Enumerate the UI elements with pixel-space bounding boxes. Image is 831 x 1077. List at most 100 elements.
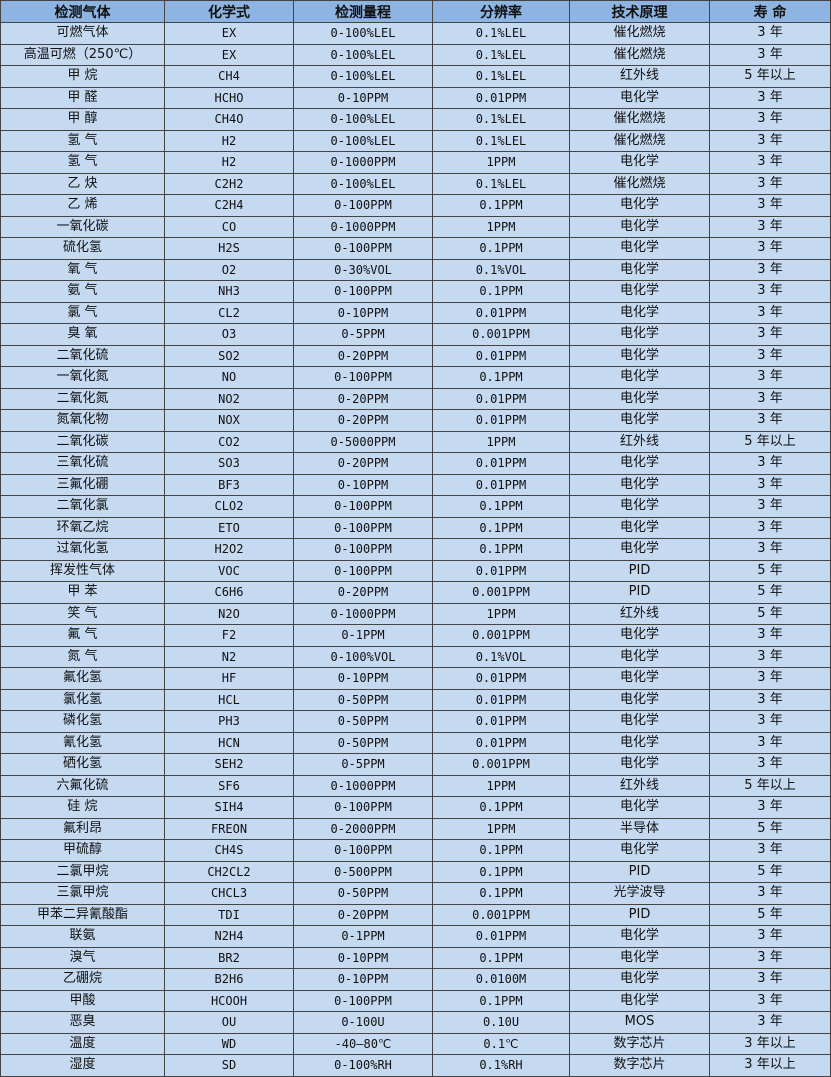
cell-resolution: 1PPM: [432, 215, 570, 238]
cell-resolution: 0.1PPM: [432, 280, 570, 303]
cell-principle: 电化学: [569, 452, 710, 475]
cell-formula: CO2: [164, 430, 294, 453]
cell-range: 0-1000PPM: [293, 151, 433, 174]
table-row: 甲 醇 CH4O 0-100%LEL 0.1%LEL 催化燃烧 3 年: [0, 108, 831, 131]
cell-formula: H2S: [164, 237, 294, 260]
cell-lifespan: 3 年: [709, 946, 831, 969]
cell-gas: 二氧化氯: [0, 495, 165, 518]
cell-resolution: 0.1℃: [432, 1032, 570, 1055]
cell-principle: PID: [569, 559, 710, 582]
table-row: 氢 气 H2 0-100%LEL 0.1%LEL 催化燃烧 3 年: [0, 129, 831, 152]
cell-gas: 氮氧化物: [0, 409, 165, 432]
cell-range: 0-100PPM: [293, 559, 433, 582]
cell-lifespan: 3 年以上: [709, 1054, 831, 1077]
cell-range: 0-500PPM: [293, 860, 433, 883]
cell-gas: 溴气: [0, 946, 165, 969]
cell-formula: O3: [164, 323, 294, 346]
cell-range: 0-20PPM: [293, 452, 433, 475]
cell-principle: 电化学: [569, 366, 710, 389]
table-row: 氢 气 H2 0-1000PPM 1PPM 电化学 3 年: [0, 151, 831, 174]
table-row: 三氟化硼 BF3 0-10PPM 0.01PPM 电化学 3 年: [0, 473, 831, 496]
cell-lifespan: 3 年: [709, 151, 831, 174]
cell-lifespan: 5 年: [709, 860, 831, 883]
cell-principle: 催化燃烧: [569, 22, 710, 45]
cell-gas: 乙硼烷: [0, 968, 165, 991]
table-row: 硅 烷 SIH4 0-100PPM 0.1PPM 电化学 3 年: [0, 796, 831, 819]
cell-principle: 催化燃烧: [569, 129, 710, 152]
table-row: 甲 醛 HCHO 0-10PPM 0.01PPM 电化学 3 年: [0, 86, 831, 109]
cell-lifespan: 3 年: [709, 1011, 831, 1034]
cell-principle: 电化学: [569, 538, 710, 561]
cell-gas: 三氟化硼: [0, 473, 165, 496]
cell-principle: 红外线: [569, 602, 710, 625]
cell-principle: 半导体: [569, 817, 710, 840]
cell-gas: 氰化氢: [0, 731, 165, 754]
cell-resolution: 0.1PPM: [432, 882, 570, 905]
cell-lifespan: 3 年: [709, 710, 831, 733]
cell-range: 0-50PPM: [293, 710, 433, 733]
cell-range: 0-100PPM: [293, 280, 433, 303]
cell-principle: 电化学: [569, 323, 710, 346]
cell-gas: 氯 气: [0, 301, 165, 324]
cell-range: 0-1PPM: [293, 925, 433, 948]
cell-principle: 电化学: [569, 237, 710, 260]
cell-principle: 电化学: [569, 495, 710, 518]
cell-resolution: 0.0100M: [432, 968, 570, 991]
cell-gas: 硅 烷: [0, 796, 165, 819]
table-row: 温度 WD -40—80℃ 0.1℃ 数字芯片 3 年以上: [0, 1032, 831, 1055]
cell-range: 0-10PPM: [293, 301, 433, 324]
cell-formula: N2O: [164, 602, 294, 625]
cell-resolution: 0.01PPM: [432, 667, 570, 690]
cell-formula: SD: [164, 1054, 294, 1077]
cell-lifespan: 3 年: [709, 473, 831, 496]
cell-lifespan: 3 年: [709, 796, 831, 819]
cell-formula: FREON: [164, 817, 294, 840]
cell-formula: H2: [164, 151, 294, 174]
cell-resolution: 0.01PPM: [432, 559, 570, 582]
cell-lifespan: 3 年: [709, 495, 831, 518]
cell-principle: 光学波导: [569, 882, 710, 905]
cell-formula: BR2: [164, 946, 294, 969]
cell-lifespan: 3 年: [709, 645, 831, 668]
cell-resolution: 0.1PPM: [432, 989, 570, 1012]
cell-gas: 氯化氢: [0, 688, 165, 711]
cell-gas: 环氧乙烷: [0, 516, 165, 539]
table-row: 氰化氢 HCN 0-50PPM 0.01PPM 电化学 3 年: [0, 731, 831, 754]
cell-gas: 甲硫醇: [0, 839, 165, 862]
cell-formula: H2: [164, 129, 294, 152]
table-row: 氮氧化物 NOX 0-20PPM 0.01PPM 电化学 3 年: [0, 409, 831, 432]
cell-range: 0-100U: [293, 1011, 433, 1034]
cell-principle: 电化学: [569, 516, 710, 539]
cell-range: 0-5PPM: [293, 323, 433, 346]
cell-resolution: 0.1PPM: [432, 946, 570, 969]
table-row: 乙 烯 C2H4 0-100PPM 0.1PPM 电化学 3 年: [0, 194, 831, 217]
cell-range: 0-100PPM: [293, 366, 433, 389]
cell-principle: 红外线: [569, 774, 710, 797]
cell-range: 0-5PPM: [293, 753, 433, 776]
cell-formula: SEH2: [164, 753, 294, 776]
table-row: 过氧化氢 H2O2 0-100PPM 0.1PPM 电化学 3 年: [0, 538, 831, 561]
table-row: 乙 炔 C2H2 0-100%LEL 0.1%LEL 催化燃烧 3 年: [0, 172, 831, 195]
cell-principle: 电化学: [569, 473, 710, 496]
cell-gas: 氧 气: [0, 258, 165, 281]
cell-resolution: 0.01PPM: [432, 344, 570, 367]
cell-formula: F2: [164, 624, 294, 647]
cell-range: 0-100%VOL: [293, 645, 433, 668]
cell-lifespan: 3 年以上: [709, 1032, 831, 1055]
cell-resolution: 0.1PPM: [432, 237, 570, 260]
cell-formula: HCOOH: [164, 989, 294, 1012]
table-row: 硫化氢 H2S 0-100PPM 0.1PPM 电化学 3 年: [0, 237, 831, 260]
table-row: 二氧化氮 NO2 0-20PPM 0.01PPM 电化学 3 年: [0, 387, 831, 410]
cell-lifespan: 3 年: [709, 925, 831, 948]
cell-gas: 一氧化氮: [0, 366, 165, 389]
cell-principle: 电化学: [569, 258, 710, 281]
cell-formula: B2H6: [164, 968, 294, 991]
table-row: 二氧化硫 SO2 0-20PPM 0.01PPM 电化学 3 年: [0, 344, 831, 367]
cell-gas: 三氯甲烷: [0, 882, 165, 905]
cell-formula: N2: [164, 645, 294, 668]
cell-lifespan: 3 年: [709, 323, 831, 346]
cell-range: 0-20PPM: [293, 409, 433, 432]
cell-formula: BF3: [164, 473, 294, 496]
cell-resolution: 0.1PPM: [432, 538, 570, 561]
